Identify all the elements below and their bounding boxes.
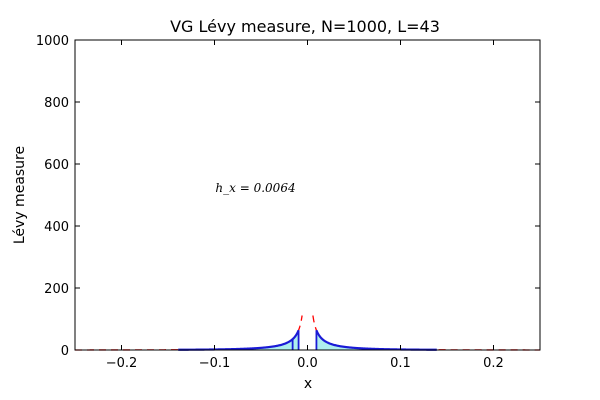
y-tick-label: 1000 [36, 34, 69, 49]
fill-area-left [178, 330, 299, 350]
x-tick-label: 0.2 [483, 356, 504, 371]
x-tick-label: −0.1 [199, 356, 231, 371]
x-tick-label: −0.2 [106, 356, 138, 371]
annotation-hx: h_x = 0.0064 [215, 181, 295, 195]
y-tick-label: 0 [61, 344, 69, 359]
fill-area-right [316, 330, 437, 350]
y-axis-label: Lévy measure [12, 146, 28, 244]
x-tick-label: 0.0 [297, 356, 318, 371]
y-tick-label: 200 [44, 282, 69, 297]
y-tick-label: 800 [44, 96, 69, 111]
plot-area: −0.2 −0.1 0.0 0.1 0.2 0 200 400 600 800 1000 h_x = … [36, 34, 541, 371]
plot-frame [74, 39, 541, 351]
chart-title: VG Lévy measure, N=1000, L=43 [170, 17, 440, 36]
x-tick-label: 0.1 [390, 356, 411, 371]
series-full-density-right [312, 315, 540, 351]
y-tick-label: 600 [44, 158, 69, 173]
x-axis-label: x [304, 376, 312, 392]
y-tick-label: 400 [44, 220, 69, 235]
series-full-density-left [75, 315, 303, 351]
